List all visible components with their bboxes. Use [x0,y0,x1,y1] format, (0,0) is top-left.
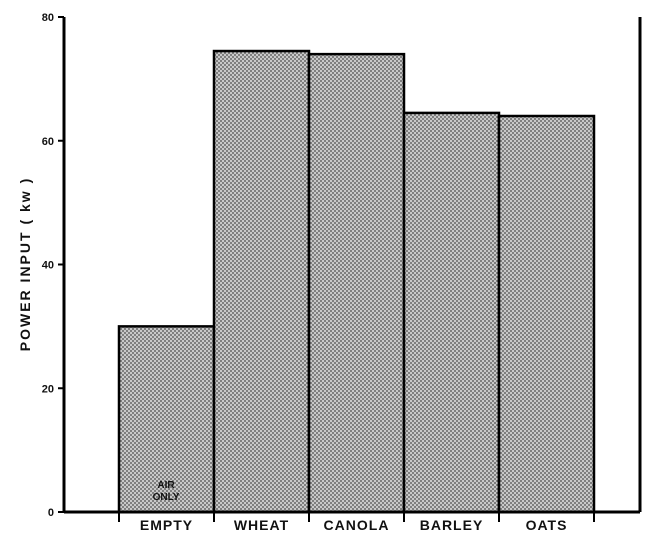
bar-canola [307,52,406,514]
annotation-line-2: ONLY [153,492,180,503]
x-tick-label-empty: EMPTY [140,517,193,533]
x-tick-label-canola: CANOLA [324,517,390,533]
y-tick-label-60: 60 [42,136,54,148]
y-tick-label-80: 80 [42,12,54,24]
bar-oats [497,114,596,514]
bar-wheat [212,49,311,514]
y-tick-label-0: 0 [48,507,54,519]
y-tick-label-20: 20 [42,383,54,395]
y-axis-title: POWER INPUT ( kw ) [17,177,33,351]
bar-empty [117,325,216,514]
labels-group: EMPTY WHEAT CANOLA BARLEY OATS [140,517,568,533]
annotation-line-1: AIR [157,480,175,491]
x-tick-label-oats: OATS [526,517,568,533]
x-tick-label-barley: BARLEY [420,517,484,533]
y-tick-label-40: 40 [42,260,54,272]
x-tick-label-wheat: WHEAT [234,517,289,533]
bar-barley [402,111,501,514]
ticks-group: 0 20 40 60 80 [42,12,595,522]
bars-group [117,49,596,514]
